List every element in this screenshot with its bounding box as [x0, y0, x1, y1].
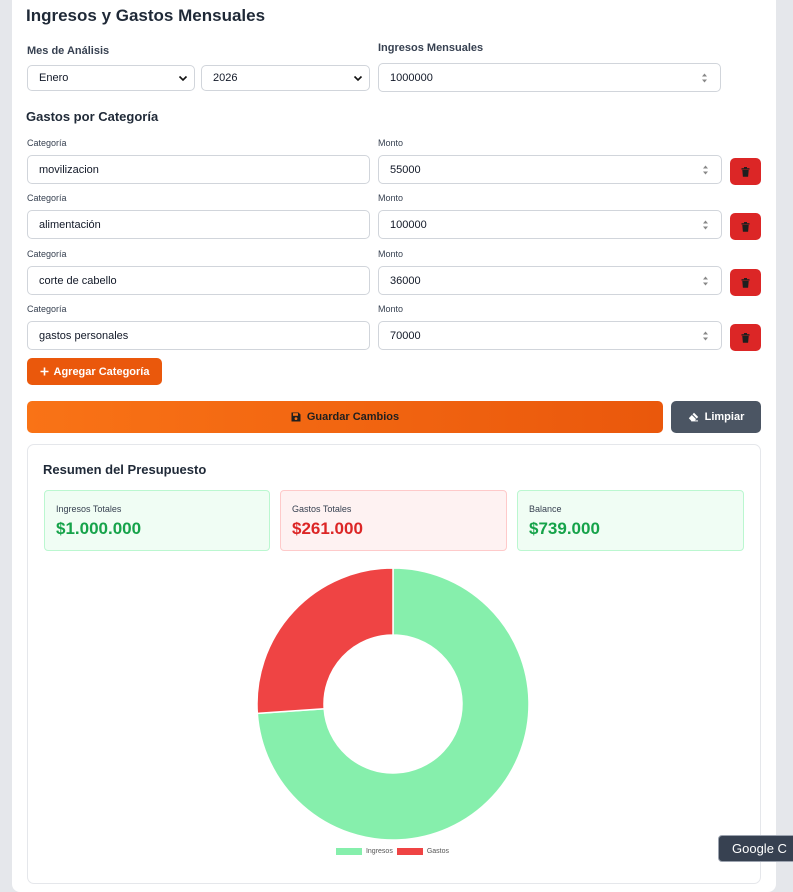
month-select-value: Enero: [39, 72, 69, 84]
category-input[interactable]: movilizacion: [27, 155, 370, 184]
category-input-value: movilizacion: [39, 163, 99, 176]
category-label: Categoría: [27, 249, 67, 259]
category-label: Categoría: [27, 193, 67, 203]
income-input-value: 1000000: [390, 71, 433, 84]
amount-input-value: 100000: [390, 218, 427, 231]
category-label: Categoría: [27, 304, 67, 314]
amount-input[interactable]: 36000: [378, 266, 722, 295]
trash-icon: [741, 166, 750, 177]
floppy-disk-icon: [291, 412, 301, 422]
add-category-button[interactable]: Agregar Categoría: [27, 358, 162, 385]
delete-category-button[interactable]: [730, 269, 761, 296]
trash-icon: [741, 277, 750, 288]
category-input-value: gastos personales: [39, 329, 129, 342]
legend-label: Gastos: [426, 848, 450, 855]
category-input-value: corte de cabello: [39, 274, 117, 287]
spinner-icon[interactable]: [702, 274, 709, 287]
amount-input-value: 36000: [390, 274, 421, 287]
category-input-value: alimentación: [39, 218, 101, 231]
month-label: Mes de Análisis: [27, 45, 110, 57]
donut-slice-gastos[interactable]: [256, 567, 394, 715]
amount-label: Monto: [378, 193, 404, 203]
spinner-icon[interactable]: [702, 163, 709, 176]
legend-swatch: [396, 848, 423, 855]
category-input[interactable]: gastos personales: [27, 321, 370, 350]
trash-icon: [741, 221, 750, 232]
expenses-total-label: Gastos Totales: [292, 504, 352, 514]
amount-label: Monto: [378, 138, 404, 148]
income-total-label: Ingresos Totales: [56, 504, 122, 514]
expenses-total-value: $261.000: [292, 519, 363, 538]
legend-item-ingresos[interactable]: Ingresos: [335, 848, 393, 855]
delete-category-button[interactable]: [730, 213, 761, 240]
expenses-total-card: Gastos Totales $261.000: [280, 490, 507, 551]
year-select[interactable]: 2026: [201, 65, 370, 91]
category-input[interactable]: corte de cabello: [27, 266, 370, 295]
income-total-card: Ingresos Totales $1.000.000: [44, 490, 270, 551]
amount-input[interactable]: 100000: [378, 210, 722, 239]
income-input[interactable]: 1000000: [378, 63, 721, 92]
legend-item-gastos[interactable]: Gastos: [396, 848, 450, 855]
donut-slice-ingresos[interactable]: [256, 567, 530, 841]
plus-icon: [40, 367, 48, 376]
amount-label: Monto: [378, 304, 404, 314]
year-select-value: 2026: [213, 72, 238, 84]
amount-input[interactable]: 55000: [378, 155, 722, 184]
amount-input-value: 55000: [390, 163, 421, 176]
spinner-icon[interactable]: [702, 218, 709, 231]
chevron-down-icon: [353, 75, 363, 82]
balance-value: $739.000: [529, 519, 600, 538]
clear-label: Limpiar: [704, 411, 745, 423]
chart-legend: Ingresos Gastos: [0, 848, 793, 855]
expenses-section-title: Gastos por Categoría: [26, 109, 159, 124]
amount-input-value: 70000: [390, 329, 421, 342]
clear-button[interactable]: Limpiar: [671, 401, 761, 433]
amount-label: Monto: [378, 249, 404, 259]
budget-donut-chart: [256, 567, 530, 841]
legend-label: Ingresos: [365, 848, 393, 855]
amount-input[interactable]: 70000: [378, 321, 722, 350]
income-label: Ingresos Mensuales: [378, 42, 484, 54]
tooltip: Google C: [718, 835, 793, 862]
month-select[interactable]: Enero: [27, 65, 195, 91]
delete-category-button[interactable]: [730, 324, 761, 351]
save-button[interactable]: Guardar Cambios: [27, 401, 663, 433]
eraser-icon: [688, 412, 698, 422]
spinner-icon[interactable]: [702, 329, 709, 342]
legend-swatch: [335, 848, 362, 855]
add-category-label: Agregar Categoría: [53, 365, 150, 378]
trash-icon: [741, 332, 750, 343]
category-label: Categoría: [27, 138, 67, 148]
save-label: Guardar Cambios: [306, 411, 400, 423]
delete-category-button[interactable]: [730, 158, 761, 185]
summary-title: Resumen del Presupuesto: [43, 462, 207, 477]
category-input[interactable]: alimentación: [27, 210, 370, 239]
balance-card: Balance $739.000: [517, 490, 744, 551]
balance-label: Balance: [529, 504, 562, 514]
page-title: Ingresos y Gastos Mensuales: [26, 6, 266, 25]
spinner-icon[interactable]: [701, 71, 708, 84]
income-total-value: $1.000.000: [56, 519, 142, 538]
chevron-down-icon: [178, 75, 188, 82]
